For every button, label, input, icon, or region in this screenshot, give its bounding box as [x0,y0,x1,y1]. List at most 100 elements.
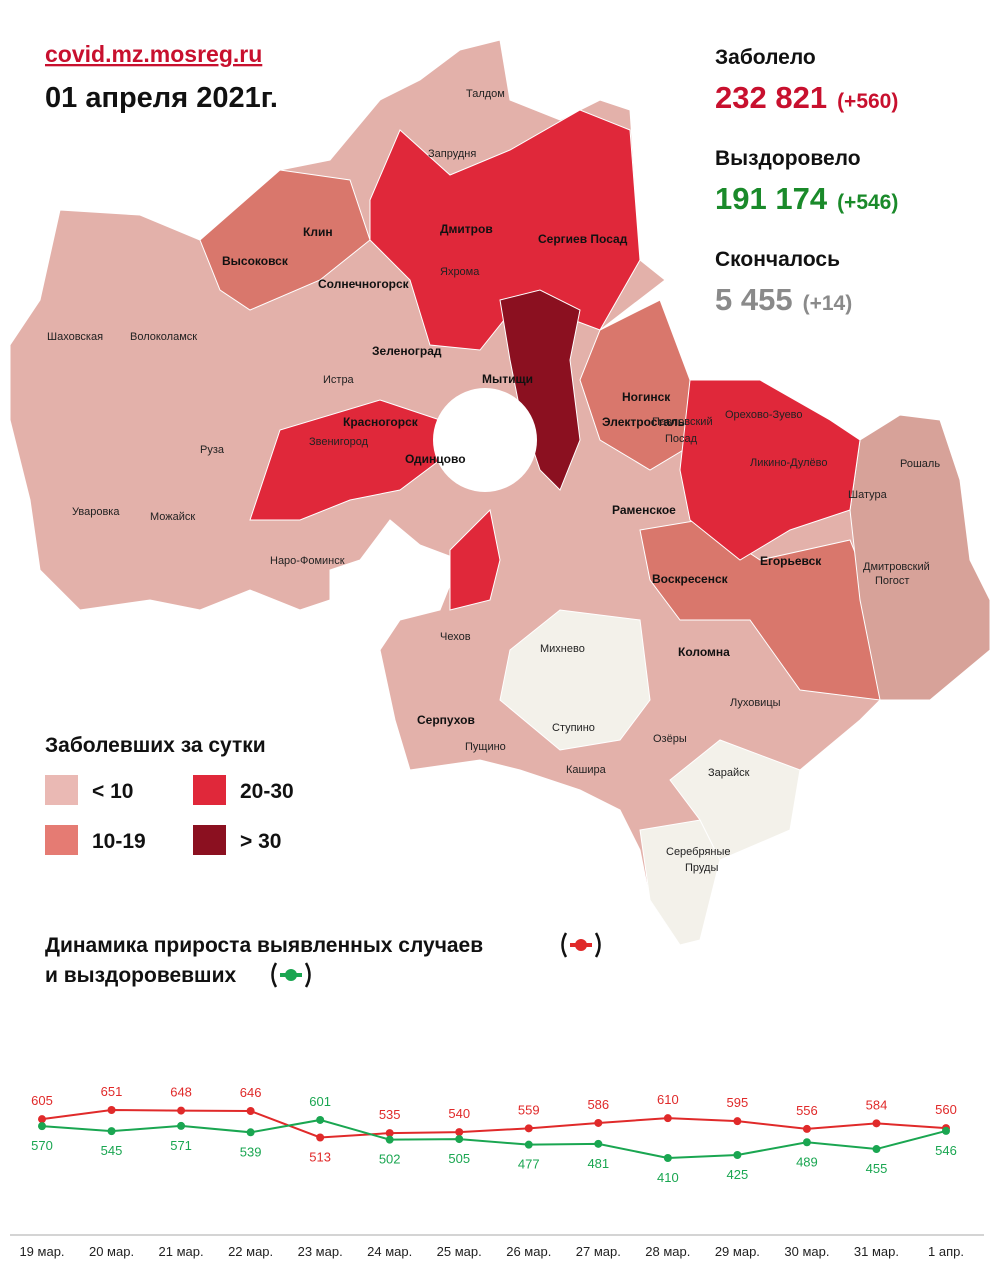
map-label: Звенигород [309,436,369,448]
map-label: Кашира [566,764,607,776]
legend-swatch [193,825,226,855]
data-point [872,1145,881,1154]
legend-label: 20-30 [240,780,294,803]
x-tick-label: 25 мар. [437,1244,482,1259]
chart: 19 мар. 20 мар. 21 мар. 22 мар. 23 мар. 24 ма… [19,932,964,1259]
x-tick-label: 22 мар. [228,1244,273,1259]
map-label: Егорьевск [760,554,822,568]
region-medium [199,169,371,311]
map-label: Солнечногорск [318,277,410,291]
data-label: 605 [31,1093,53,1108]
stat-label: Заболело [715,46,816,69]
map-label: Ступино [552,722,595,734]
data-point [802,1138,811,1147]
stat-number: 232 821 [715,80,827,115]
region-light [849,414,991,701]
legend-paren [304,962,311,988]
region-medium [579,299,701,471]
stat-number: 191 174 [715,181,828,216]
data-point [385,1129,394,1138]
legend-label: 10-19 [92,830,146,853]
map-label: Луховицы [730,697,781,709]
map-label: Дмитров [440,222,493,236]
chart-title: и выздоровевших [45,964,236,987]
map-label: Коломна [678,645,730,659]
stat-delta: (+14) [803,292,853,315]
x-tick-label: 28 мар. [645,1244,690,1259]
data-label: 571 [170,1138,192,1153]
series-line [41,1108,947,1139]
data-label: 481 [587,1156,609,1171]
x-tick-label: 24 мар. [367,1244,412,1259]
map-label: Чехов [440,631,471,643]
data-point [316,1133,325,1142]
data-label: 539 [240,1144,262,1159]
map-label: Орехово-Зуево [725,409,803,421]
data-point [455,1135,464,1144]
x-tick-label: 26 мар. [506,1244,551,1259]
data-label: 477 [518,1157,540,1172]
data-label: 489 [796,1154,818,1169]
stat-delta: (+546) [837,191,898,214]
x-tick-label: 19 мар. [19,1244,64,1259]
chart-title: Динамика прироста выявленных случаев [45,934,483,957]
legend-dot [285,969,297,981]
map-label: Зарайск [708,767,750,779]
legend-swatch [193,775,226,805]
map-label: Одинцово [405,452,466,466]
map-label: Ликино-Дулёво [750,457,828,469]
data-label: 559 [518,1102,540,1117]
moscow [433,388,537,492]
map-label: Волоколамск [130,331,197,343]
map-label: Можайск [150,511,195,523]
map-label: Уваровка [72,506,120,518]
map-label: Дмитровский [863,561,930,573]
series-line [41,1118,947,1160]
x-tick-label: 29 мар. [715,1244,760,1259]
region-red [369,109,641,351]
map-label: Посад [665,433,698,445]
data-label: 646 [240,1085,262,1100]
map-label: Яхрома [440,266,480,278]
data-point [594,1139,603,1148]
data-label: 545 [101,1143,123,1158]
map-label: Михнево [540,643,585,655]
map-label: Зеленоград [372,344,442,358]
data-label: 535 [379,1107,401,1122]
data-point [385,1135,394,1144]
data-label: 425 [727,1167,749,1182]
site-link[interactable]: covid.mz.mosreg.ru [45,41,262,67]
data-label: 455 [866,1161,888,1176]
data-point [177,1121,186,1130]
legend-label: < 10 [92,780,133,803]
map-label: Талдом [466,88,505,100]
data-label: 556 [796,1103,818,1118]
map-label: Шаховская [47,331,103,343]
map-label: Ногинск [622,390,671,404]
legend-swatch [45,825,78,855]
map-label: Сергиев Посад [538,232,628,246]
legend-paren [271,962,278,988]
data-point [246,1106,255,1115]
legend-paren [594,932,601,958]
map-label: Погост [875,575,909,587]
legend-title: Заболевших за сутки [45,734,266,757]
region-red [679,379,861,561]
data-point [177,1106,186,1115]
map-label: Пущино [465,741,506,753]
data-point [524,1140,533,1149]
stat-value: 191 174 (+546) [715,181,898,216]
data-point [107,1127,116,1136]
map-label: Раменское [612,503,676,517]
legend: < 10 20-30 10-19 > 30 [45,775,294,855]
map-label: Шатура [848,489,888,501]
data-point [107,1106,116,1114]
data-point [663,1114,672,1123]
x-tick-label: 27 мар. [576,1244,621,1259]
data-label: 513 [309,1149,331,1164]
stats: Заболело 232 821 (+560) Выздоровело 191 174 (… [715,46,898,317]
data-point [872,1119,881,1128]
legend-dot [575,939,587,951]
data-point [316,1115,325,1124]
